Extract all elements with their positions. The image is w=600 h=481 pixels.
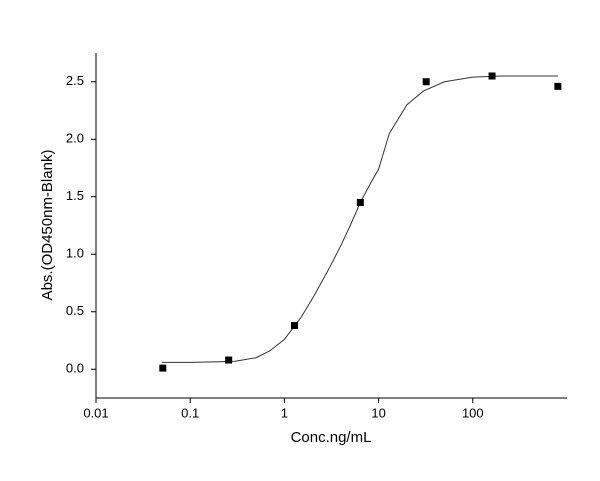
y-tick-label: 2.0 bbox=[66, 131, 84, 146]
y-tick-label: 1.0 bbox=[66, 246, 84, 261]
y-tick-label: 0.0 bbox=[66, 361, 84, 376]
fit-curve bbox=[161, 75, 558, 363]
x-tick-label: 0.1 bbox=[181, 405, 199, 420]
data-point bbox=[488, 72, 496, 80]
x-tick-label: 100 bbox=[462, 405, 484, 420]
x-axis-title: Conc.ng/mL bbox=[291, 429, 372, 446]
y-tick-label: 2.5 bbox=[66, 73, 84, 88]
data-point bbox=[225, 356, 233, 364]
data-point bbox=[159, 364, 167, 372]
data-point bbox=[290, 322, 298, 330]
data-point bbox=[422, 78, 430, 86]
x-tick-label: 10 bbox=[371, 405, 385, 420]
data-point bbox=[356, 199, 364, 206]
x-tick-label: 1 bbox=[281, 405, 288, 420]
x-tick-label: 0.01 bbox=[83, 405, 108, 420]
y-tick-label: 0.5 bbox=[66, 303, 84, 318]
y-axis-title: Abs.(OD450nm-Blank) bbox=[39, 150, 56, 301]
data-point bbox=[554, 82, 562, 90]
y-tick-label: 1.5 bbox=[66, 188, 84, 203]
